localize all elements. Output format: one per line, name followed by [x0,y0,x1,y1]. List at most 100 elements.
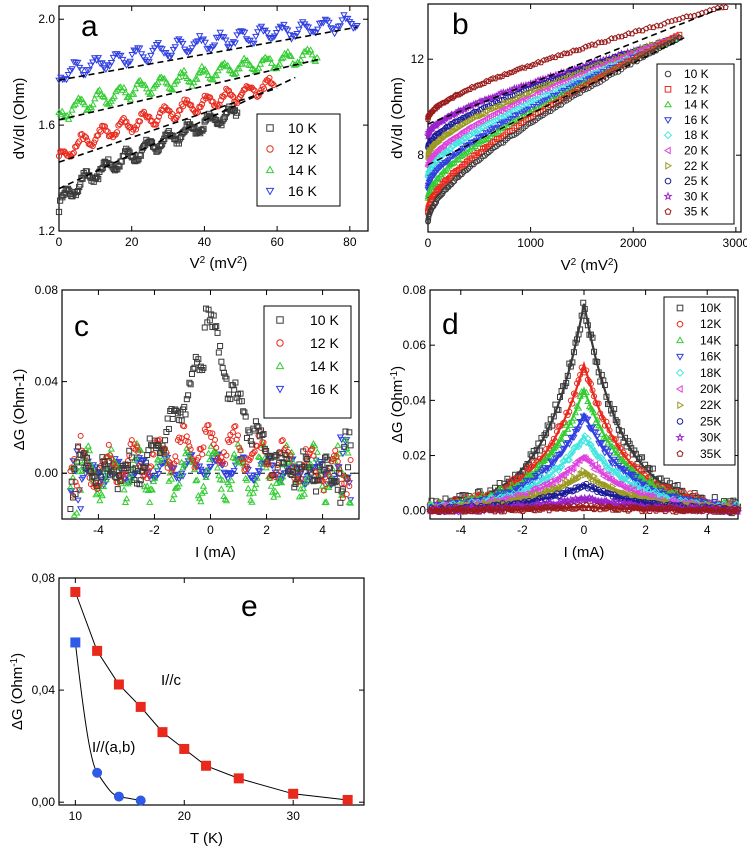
panel-c: -4 -2 0 2 40.000.040.08c 10 K12 K14 K16 KI (m… [11,283,360,561]
data-point-14K [134,77,143,85]
legend-label: 35K [700,447,721,461]
data-point-10K [555,102,562,109]
data-point-16K [171,471,179,479]
data-point-16K [182,49,191,56]
data-point-14K [91,95,99,102]
data-point-35K [579,45,586,52]
data-point-14K [107,445,115,452]
data-point-14K [496,485,504,492]
data-point-16K [224,43,232,51]
data-point-16K [210,42,219,49]
data-point-10K [75,443,82,450]
data-point-10K [456,492,463,499]
data-point-10K [206,317,213,324]
x-tick-label: -4 [455,523,466,537]
data-point-10K [627,61,634,68]
legend-marker [664,117,672,124]
data-point-12K [223,452,230,459]
data-point-10K [583,86,589,93]
legend-label: 20 K [684,144,709,158]
data-point-10K [190,366,197,373]
point-i-parallel-c [113,679,124,690]
point-i-parallel-ab [70,637,81,648]
data-point-10K [274,464,281,471]
data-point-10K [319,462,326,469]
data-point-16K [314,26,322,33]
data-point-12K [279,437,286,444]
data-point-10K [260,431,267,438]
data-point-12K [140,108,148,115]
data-point-12K [148,463,155,470]
data-point-16K [139,54,148,61]
data-point-14K [245,490,254,497]
data-point-18K [563,456,572,464]
data-point-10K [346,429,353,436]
data-point-12K [238,455,245,462]
data-point-22K [460,120,467,128]
data-point-35K [582,43,589,50]
data-point-14K [98,491,106,499]
legend-marker [664,86,672,93]
data-point-35K [558,52,565,58]
data-point-10K [200,125,207,132]
data-point-16K [214,34,223,42]
legend-label: 12 K [310,335,339,351]
data-point-12K [128,437,135,444]
data-point-14K [277,54,286,62]
data-point-35K [564,50,571,57]
point-i-parallel-c [233,773,244,784]
legend-label: 20K [700,382,721,396]
data-point-16K [135,45,144,53]
legend-marker [677,401,685,410]
panel-e: 10 20 300,000,040,08I//cI//(a,b)eT (K)ΔG (… [9,571,365,847]
data-point-14K [276,60,284,67]
data-point-14K [95,86,104,93]
data-point-10K [94,483,101,490]
data-point-12K [250,450,257,457]
data-point-14K [199,66,208,74]
data-point-14K [65,115,73,122]
data-point-14K [102,475,110,483]
point-i-parallel-c [70,587,81,598]
data-point-18K [467,131,475,139]
data-point-14K [87,104,96,111]
data-point-14K [167,85,175,92]
data-point-14K [143,482,151,489]
data-point-12K [343,491,350,498]
data-point-16K [68,488,76,495]
data-point-35K [506,69,513,76]
data-point-16K [222,37,230,44]
y-tick-label: 0,00 [32,795,56,809]
data-point-14K [78,95,86,102]
data-point-16K [607,459,615,466]
data-point-14K [211,448,219,455]
data-point-12K [199,451,206,458]
data-point-12K [337,471,344,478]
data-point-10K [347,442,354,449]
data-point-12K [325,472,332,479]
data-point-12K [278,438,285,445]
data-point-10K [292,480,299,487]
data-point-10K [144,451,151,458]
data-point-16K [312,30,320,37]
data-point-16K [107,60,116,67]
data-point-16K [85,67,93,74]
data-point-14K [146,498,154,505]
data-point-14K [151,474,159,481]
data-point-18K [469,129,477,137]
data-point-10K [671,482,678,489]
legend-label: 14 K [288,162,317,178]
data-point-16K [205,45,213,53]
data-point-14K [217,61,226,68]
data-point-12K [172,453,179,460]
data-point-22K [612,56,619,64]
data-point-18K [524,99,533,107]
data-point-14K [93,489,101,496]
data-point-30K [488,92,497,101]
data-point-14K [201,487,209,494]
data-point-22K [517,493,524,501]
data-point-25K [525,85,532,92]
data-point-12K [208,434,215,441]
data-point-16K [74,59,82,67]
data-point-10K [188,370,195,377]
